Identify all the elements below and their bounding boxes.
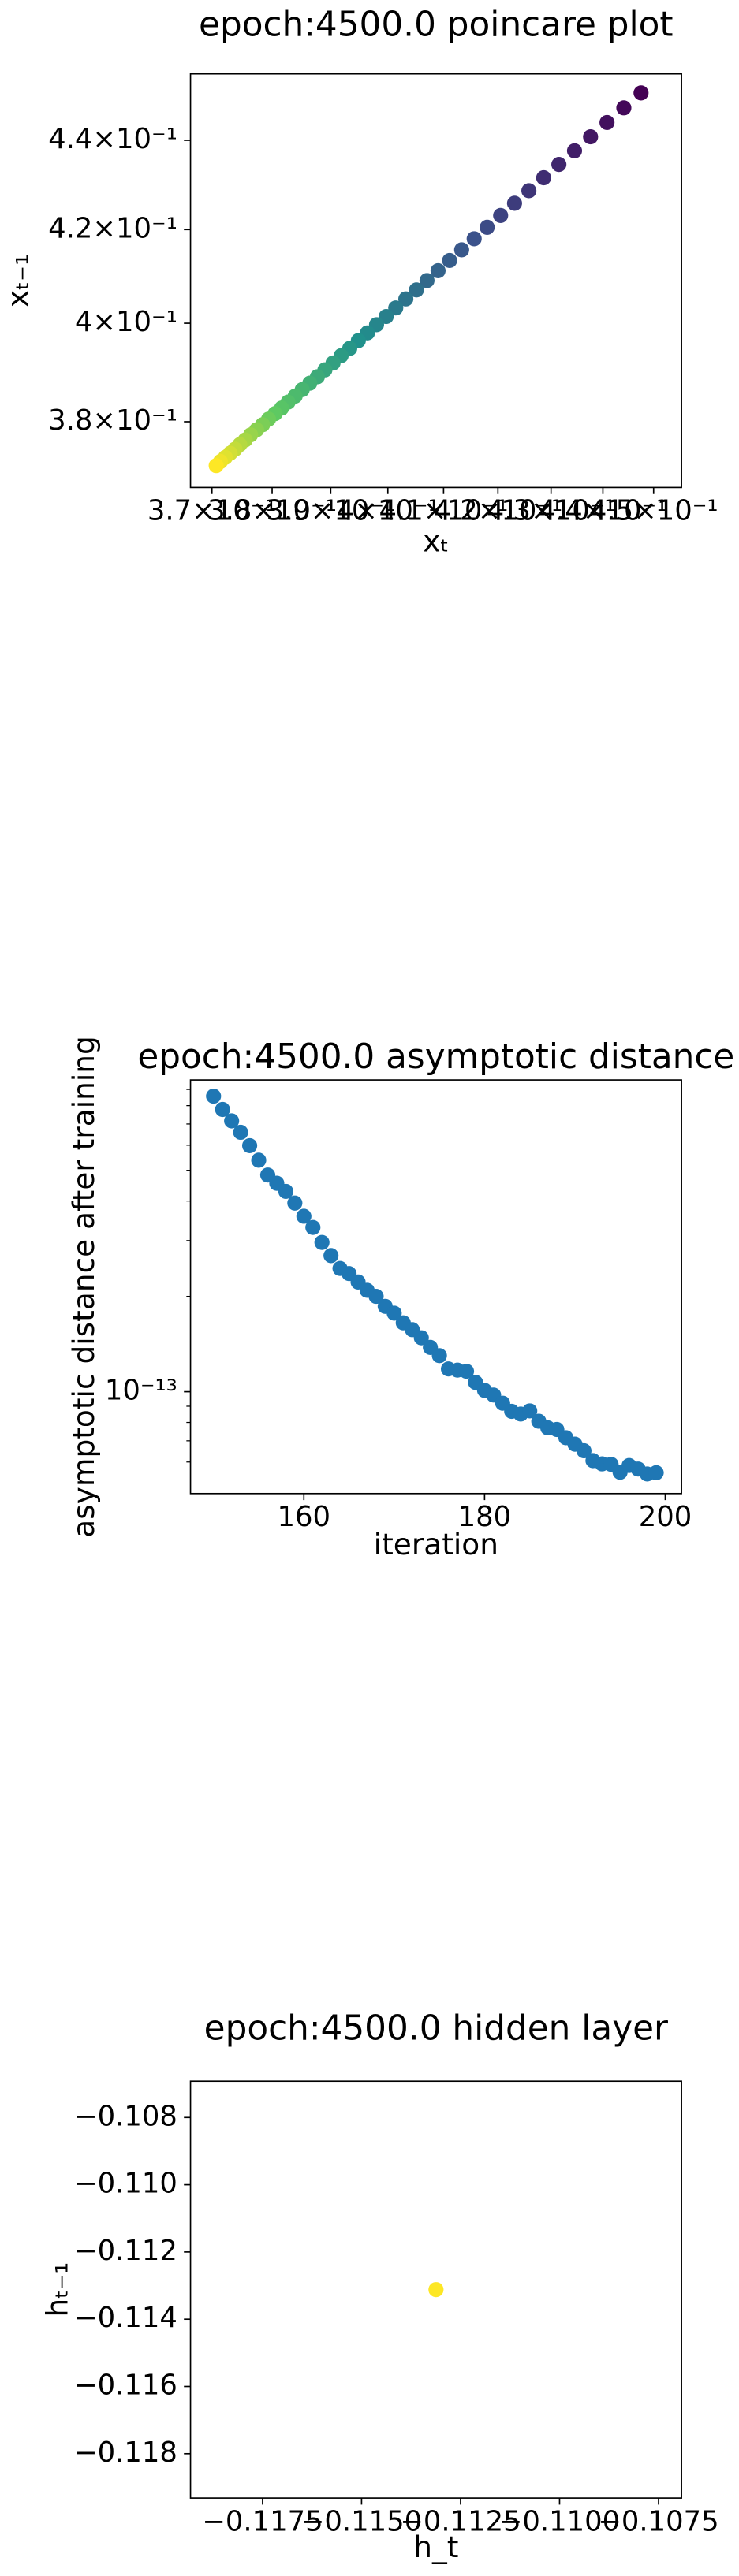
x-tick-label: 4×10⁻¹ bbox=[337, 495, 439, 527]
plot-frame bbox=[189, 1079, 682, 1495]
point bbox=[466, 231, 482, 247]
x-tick-label: 4.3×10⁻¹ bbox=[487, 495, 616, 527]
point bbox=[233, 1124, 248, 1141]
point bbox=[397, 291, 414, 307]
point bbox=[453, 242, 469, 258]
y-tick-label: −0.112 bbox=[74, 2235, 177, 2267]
point bbox=[287, 1195, 303, 1211]
x-tick-label: 4.5×10⁻¹ bbox=[589, 495, 718, 527]
point bbox=[583, 128, 599, 145]
point bbox=[566, 143, 583, 158]
x-tick-label: 4.2×10⁻¹ bbox=[433, 495, 562, 527]
y-axis-label: xₜ₋₁ bbox=[0, 254, 35, 307]
point bbox=[431, 1348, 447, 1364]
y-tick-label: 4.4×10⁻¹ bbox=[48, 123, 177, 155]
y-tick-label: −0.110 bbox=[74, 2168, 177, 2200]
x-tick-label: 4.1×10⁻¹ bbox=[379, 495, 509, 527]
point bbox=[599, 114, 615, 130]
y-tick-label: −0.108 bbox=[74, 2100, 177, 2132]
point bbox=[536, 169, 551, 186]
y-tick-label: −0.114 bbox=[74, 2302, 177, 2334]
point bbox=[215, 1101, 230, 1118]
point bbox=[208, 458, 224, 474]
chart-title: epoch:4500.0 hidden layer bbox=[204, 2008, 668, 2049]
x-tick-label: −0.1075 bbox=[598, 2505, 718, 2537]
point bbox=[551, 157, 567, 173]
point bbox=[576, 1442, 592, 1459]
x-tick-label: 4.4×10⁻¹ bbox=[539, 495, 668, 527]
chart-title: epoch:4500.0 poincare plot bbox=[199, 4, 674, 44]
x-tick-label: −0.1175 bbox=[202, 2505, 323, 2537]
y-axis-label: asymptotic distance after training bbox=[66, 1036, 101, 1538]
point bbox=[493, 207, 509, 223]
y-tick-label: −0.118 bbox=[74, 2436, 177, 2469]
point bbox=[428, 2282, 444, 2298]
x-axis-label: xₜ bbox=[423, 524, 449, 559]
point bbox=[386, 1305, 402, 1321]
x-tick-label: 200 bbox=[639, 1501, 692, 1533]
y-tick-label: 4×10⁻¹ bbox=[75, 306, 177, 338]
y-tick-label: −0.116 bbox=[74, 2369, 177, 2401]
y-tick-label: 4.2×10⁻¹ bbox=[48, 212, 177, 244]
point bbox=[323, 1248, 339, 1264]
point bbox=[224, 1113, 240, 1129]
point bbox=[522, 1403, 538, 1419]
point bbox=[521, 183, 537, 199]
point bbox=[305, 1219, 321, 1235]
point bbox=[296, 1208, 312, 1224]
point bbox=[458, 1364, 475, 1379]
point bbox=[368, 1289, 384, 1305]
point bbox=[251, 1152, 267, 1168]
x-tick-label: −0.1100 bbox=[499, 2505, 620, 2537]
point bbox=[480, 219, 495, 235]
point bbox=[241, 1137, 258, 1154]
x-tick-label: 3.7×10⁻¹ bbox=[147, 495, 277, 527]
x-tick-label: −0.1125 bbox=[400, 2505, 521, 2537]
point bbox=[278, 1183, 293, 1199]
point bbox=[419, 273, 435, 288]
y-tick-label: 10⁻¹³ bbox=[105, 1375, 177, 1407]
point bbox=[314, 1234, 330, 1250]
x-tick-label: 3.8×10⁻¹ bbox=[207, 495, 337, 527]
point bbox=[409, 282, 424, 298]
x-tick-label: 160 bbox=[278, 1501, 331, 1533]
point bbox=[633, 85, 649, 101]
point bbox=[413, 1330, 429, 1346]
x-tick-label: −0.1150 bbox=[301, 2505, 422, 2537]
plot-frame bbox=[189, 2080, 682, 2499]
point bbox=[430, 262, 446, 279]
x-axis-label: iteration bbox=[374, 1527, 498, 1562]
chart-title: epoch:4500.0 asymptotic distance bbox=[137, 1037, 734, 1077]
y-tick-label: 3.8×10⁻¹ bbox=[48, 404, 177, 437]
point bbox=[442, 252, 457, 269]
x-tick-label: 3.9×10⁻¹ bbox=[266, 495, 395, 527]
y-axis-label: hₜ₋₁ bbox=[39, 2262, 74, 2317]
x-tick-label: 180 bbox=[458, 1501, 512, 1533]
point bbox=[506, 195, 522, 211]
point bbox=[648, 1465, 664, 1480]
plot-frame bbox=[189, 73, 682, 489]
point bbox=[206, 1089, 222, 1104]
point bbox=[616, 100, 632, 116]
x-axis-label: h_t bbox=[413, 2529, 458, 2564]
